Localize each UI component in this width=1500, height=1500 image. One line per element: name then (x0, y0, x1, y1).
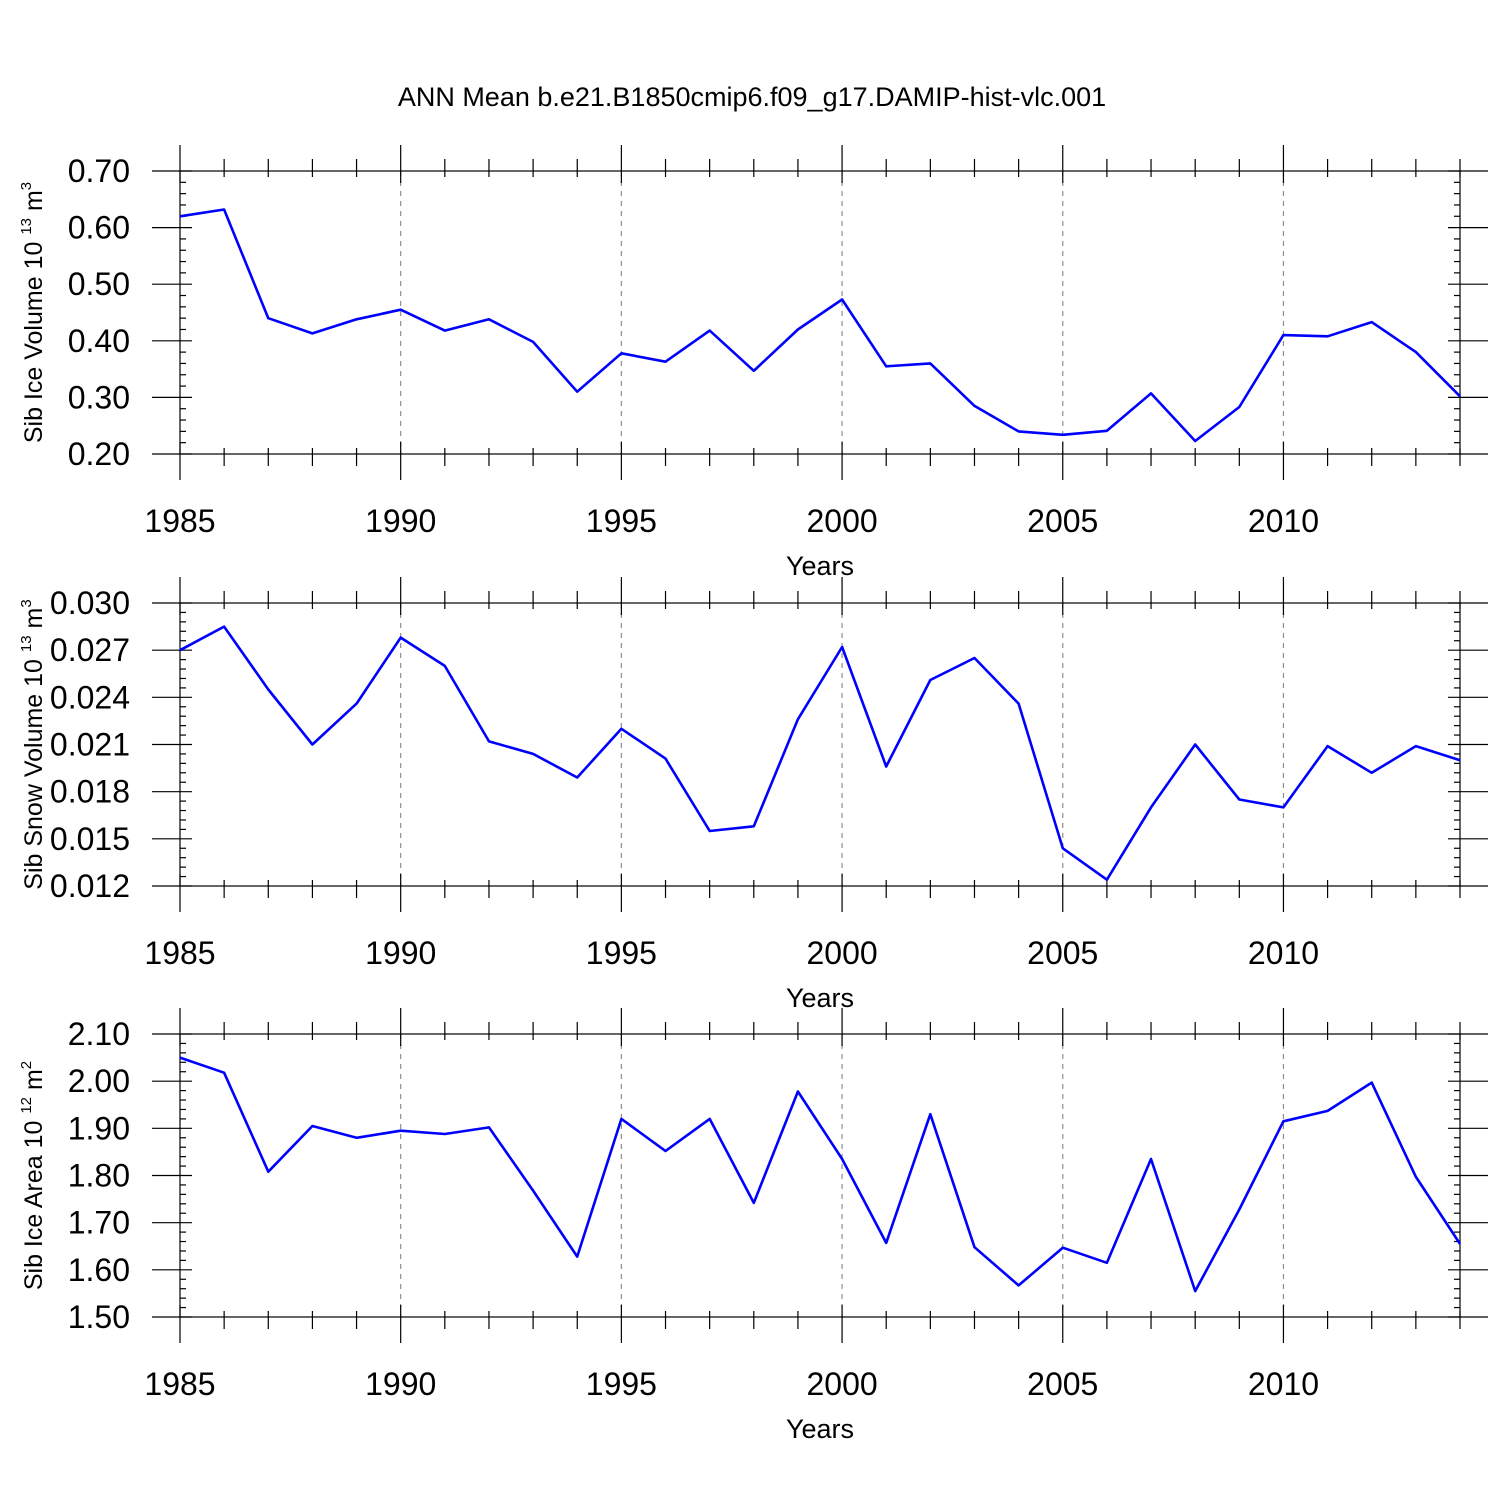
y-tick-label: 1.60 (68, 1252, 130, 1288)
y-label-text: m (20, 190, 48, 211)
x-tick-label: 2010 (1248, 503, 1319, 539)
x-tick-label: 1985 (144, 503, 215, 539)
y-tick-label: 1.80 (68, 1158, 130, 1194)
x-tick-label: 1990 (365, 1366, 436, 1402)
y-label-superscript: 12 (18, 1097, 35, 1114)
panels: 0.20 0.30 0.40 0.50 0.60 0.70 1985 1990 1995 2000… (9, 145, 1488, 1444)
x-tick-label: 2005 (1027, 935, 1098, 971)
y-label-superscript: 13 (18, 635, 35, 652)
y-tick-label: 0.70 (68, 153, 130, 189)
y-label-text: Sib Snow Volume 10 (20, 659, 48, 890)
x-axis-label: Years (786, 1414, 854, 1444)
y-axis-label: Sib Ice Area 10 12 m2 (9, 1061, 48, 1290)
series-line (179, 208, 1461, 443)
y-tick-label: 0.015 (50, 821, 130, 857)
x-tick-label: 2010 (1248, 935, 1319, 971)
y-label-text: m (20, 608, 48, 629)
y-label-text: m (20, 1069, 48, 1090)
x-tick-label: 2005 (1027, 503, 1098, 539)
y-tick-label: 0.027 (50, 632, 130, 668)
x-tick-label: 2000 (806, 935, 877, 971)
y-tick-label: 1.70 (68, 1205, 130, 1241)
y-tick-label: 0.024 (50, 679, 130, 715)
y-axis-label: Sib Ice Volume 10 13 m3 (9, 182, 48, 443)
panel-2: 0.012 0.015 0.018 0.021 0.024 0.027 0.030 1985 1… (9, 577, 1488, 1013)
y-label-text: Sib Ice Area 10 (20, 1121, 48, 1291)
x-axis-label: Years (786, 551, 854, 581)
y-tick-label: 1.50 (68, 1299, 130, 1335)
y-tick-label: 0.20 (68, 436, 130, 472)
y-label-superscript: 13 (18, 218, 35, 235)
y-label-text: Sib Ice Volume 10 (20, 242, 48, 444)
y-label-superscript: 3 (18, 182, 35, 190)
panel-3: 1.50 1.60 1.70 1.80 1.90 2.00 2.10 1985 1990 1995… (9, 1008, 1488, 1444)
y-tick-label: 2.10 (68, 1016, 130, 1052)
y-tick-label: 0.30 (68, 379, 130, 415)
x-tick-label: 1995 (586, 935, 657, 971)
series-line (179, 625, 1461, 882)
y-tick-label: 2.00 (68, 1063, 130, 1099)
x-tick-label: 1995 (586, 1366, 657, 1402)
y-tick-label: 0.021 (50, 727, 130, 763)
figure-title: ANN Mean b.e21.B1850cmip6.f09_g17.DAMIP-… (398, 82, 1106, 112)
x-tick-label: 1990 (365, 935, 436, 971)
y-axis-label: Sib Snow Volume 10 13 m3 (9, 599, 48, 889)
y-tick-label: 1.90 (68, 1110, 130, 1146)
x-tick-label: 1990 (365, 503, 436, 539)
y-label-superscript: 2 (18, 1061, 35, 1069)
x-axis-label: Years (786, 983, 854, 1013)
y-tick-label: 0.012 (50, 868, 130, 904)
x-tick-label: 1995 (586, 503, 657, 539)
x-tick-label: 2005 (1027, 1366, 1098, 1402)
y-tick-label: 0.60 (68, 210, 130, 246)
x-tick-label: 2010 (1248, 1366, 1319, 1402)
x-tick-label: 1985 (144, 935, 215, 971)
plot-frame (179, 1033, 1461, 1318)
y-label-superscript: 3 (18, 599, 35, 607)
series-line (179, 1056, 1462, 1293)
y-tick-label: 0.030 (50, 585, 130, 621)
y-tick-label: 0.50 (68, 266, 130, 302)
plot-frame (179, 602, 1461, 887)
x-tick-label: 2000 (806, 1366, 877, 1402)
panel-1: 0.20 0.30 0.40 0.50 0.60 0.70 1985 1990 1995 2000… (9, 145, 1488, 581)
plot-frame (179, 170, 1461, 455)
x-tick-label: 2000 (806, 503, 877, 539)
y-tick-label: 0.018 (50, 774, 130, 810)
y-tick-label: 0.40 (68, 323, 130, 359)
x-tick-label: 1985 (144, 1366, 215, 1402)
